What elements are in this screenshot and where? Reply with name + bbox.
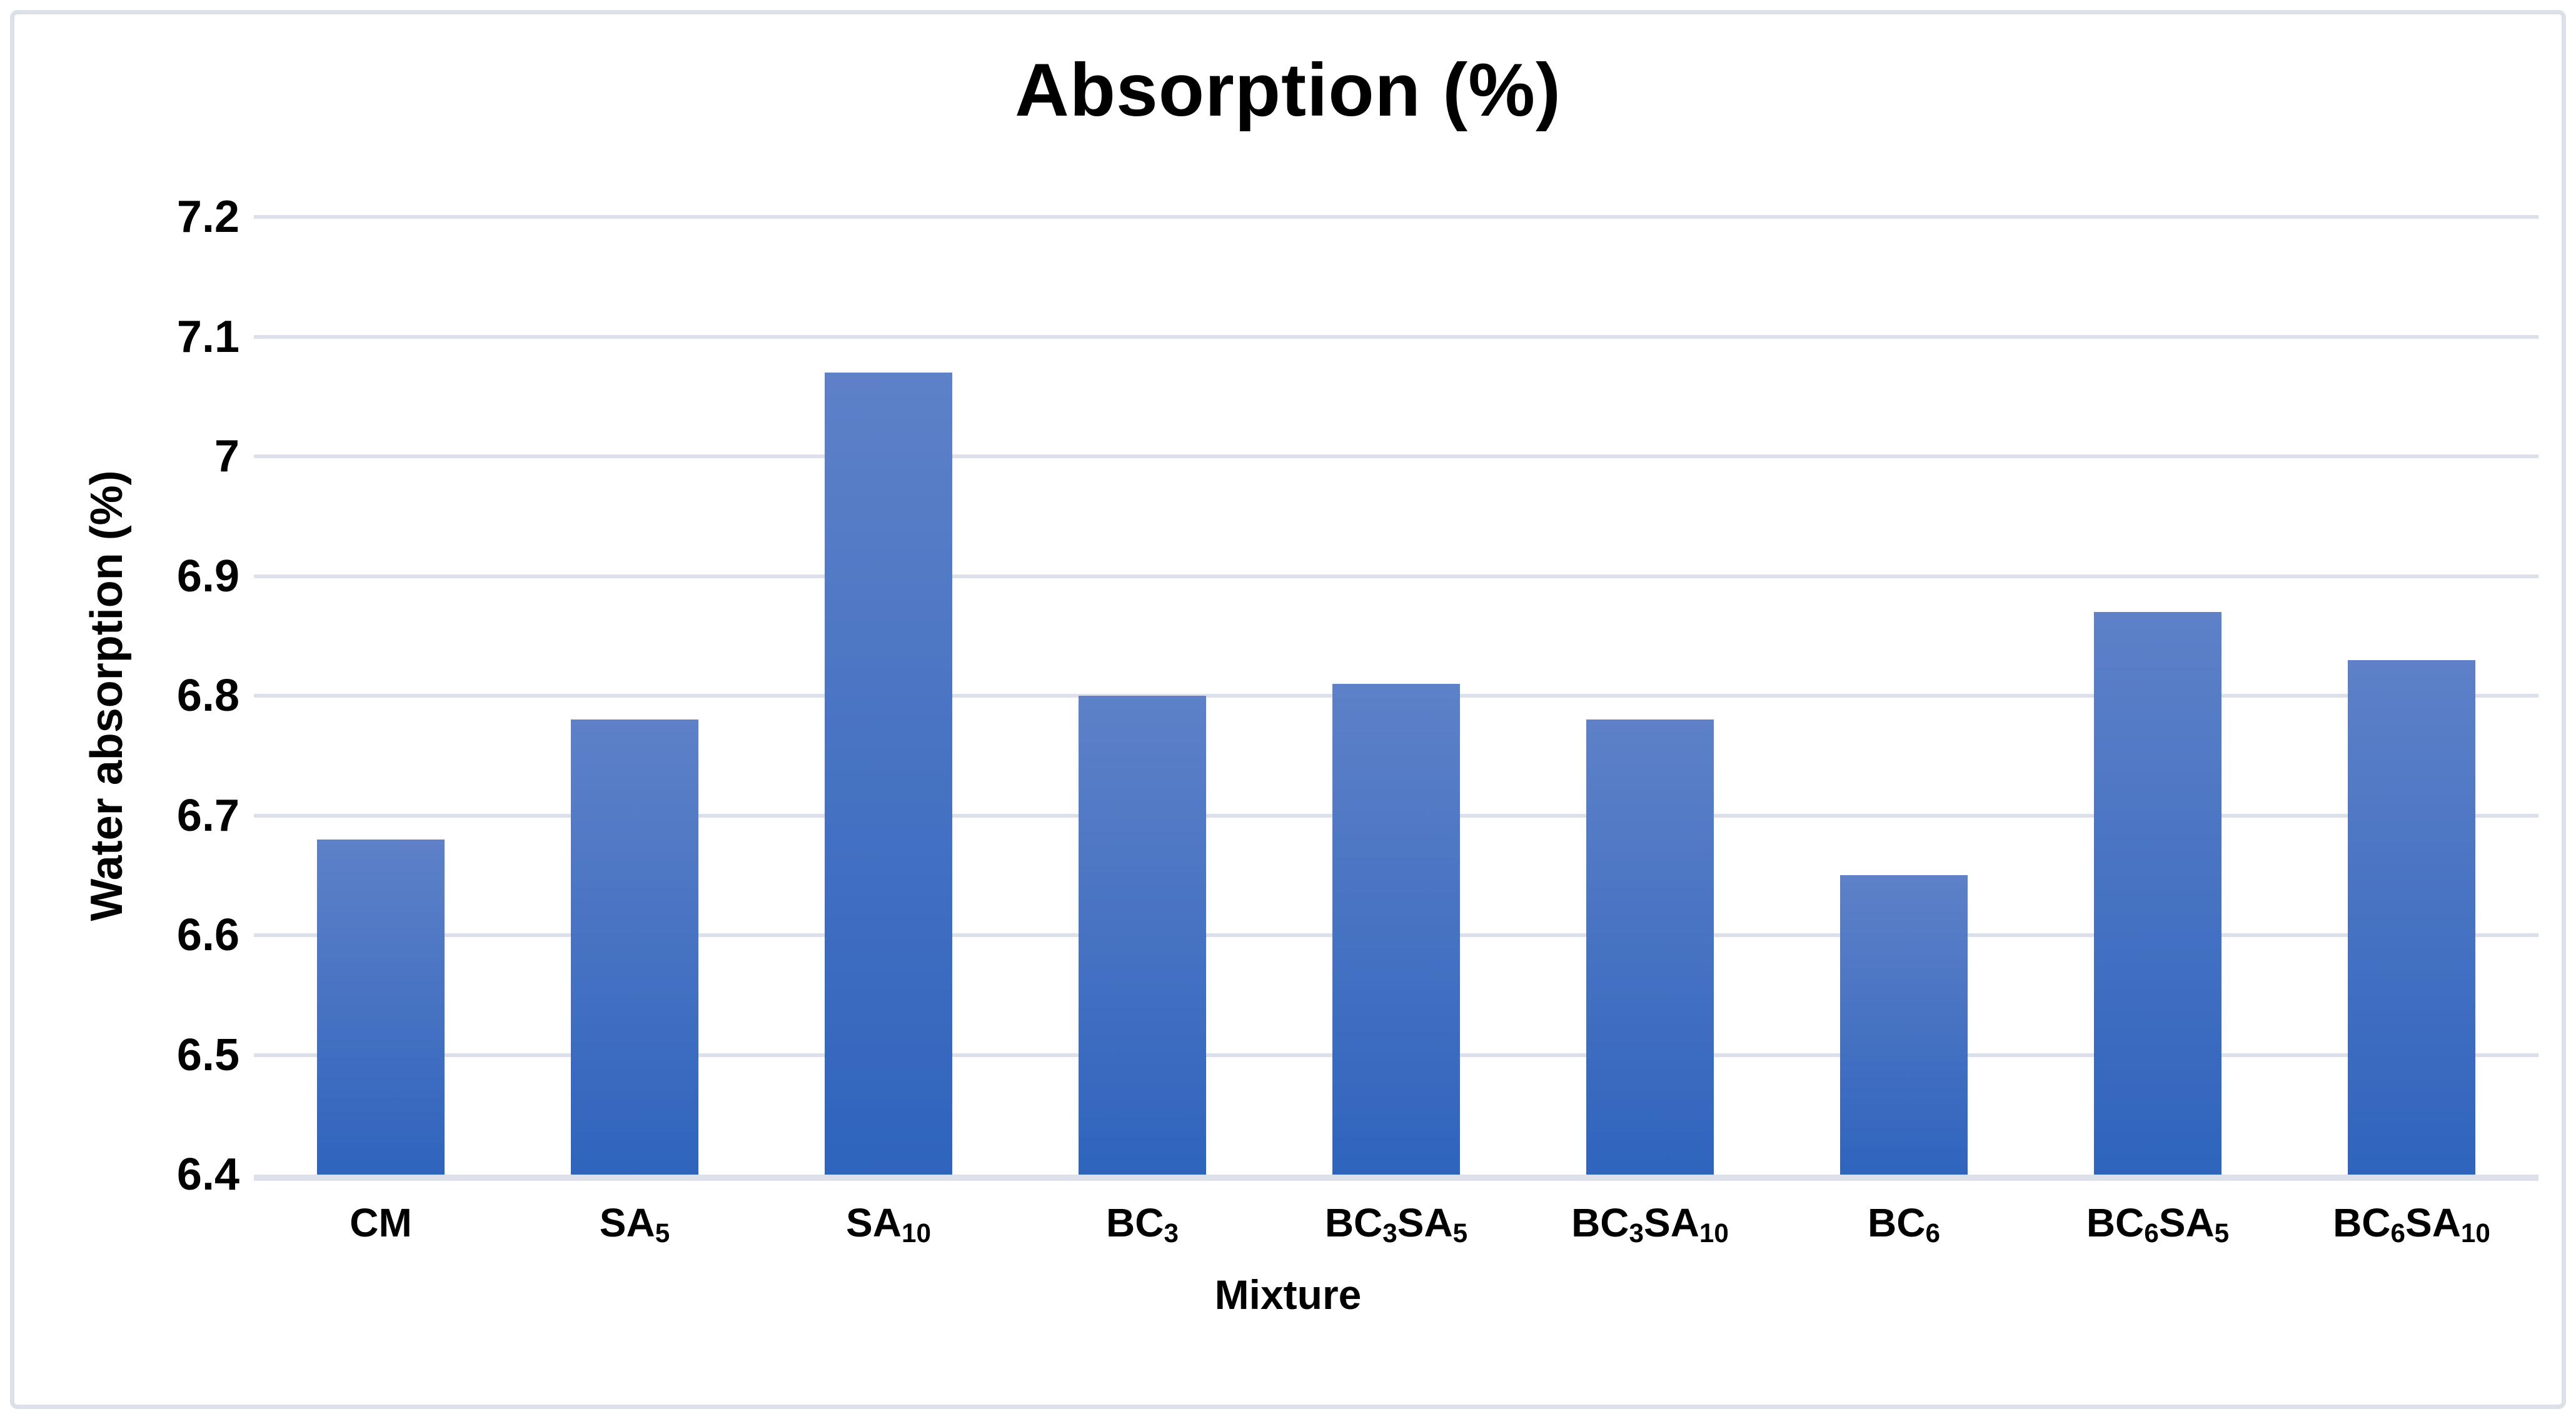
y-tick-label-7.1: 7.1 bbox=[176, 311, 239, 362]
gridline-7 bbox=[254, 454, 2538, 458]
bar-SA5 bbox=[571, 720, 698, 1175]
x-label-subscript: 6 bbox=[2390, 1218, 2406, 1248]
y-tick-label-7.2: 7.2 bbox=[176, 192, 239, 242]
x-label-text: CM bbox=[350, 1200, 412, 1245]
y-tick-label-6.8: 6.8 bbox=[176, 671, 239, 721]
y-tick-label-6.9: 6.9 bbox=[176, 551, 239, 601]
y-tick-label-6.6: 6.6 bbox=[176, 910, 239, 960]
y-tick-label-6.4: 6.4 bbox=[176, 1150, 239, 1200]
bar-BC6 bbox=[1840, 875, 1968, 1175]
x-label-text: SA bbox=[599, 1200, 655, 1245]
x-label-BC3: BC3 bbox=[1015, 1200, 1269, 1262]
x-category-labels: CM SA5 SA10 BC3 BC3SA5 BC3SA10 BC6 BC6SA5 BC6SA1… bbox=[254, 1200, 2538, 1262]
x-label-BC6: BC6 bbox=[1777, 1200, 2031, 1262]
x-label-subscript: 5 bbox=[655, 1218, 670, 1248]
bar-BC3SA10 bbox=[1586, 720, 1714, 1175]
x-label-text: BC bbox=[2086, 1200, 2145, 1245]
plot-area bbox=[254, 215, 2538, 1181]
x-label-CM: CM bbox=[254, 1200, 508, 1262]
x-label-subscript: 5 bbox=[2214, 1218, 2230, 1248]
chart-title: Absorption (%) bbox=[1015, 48, 1561, 132]
bar-CM bbox=[317, 839, 445, 1175]
gridline-7.2 bbox=[254, 215, 2538, 219]
y-tick-label-6.7: 6.7 bbox=[176, 790, 239, 841]
bar-BC6SA5 bbox=[2094, 611, 2221, 1175]
bar-BC3SA5 bbox=[1332, 683, 1460, 1175]
x-label-subscript: 3 bbox=[1164, 1218, 1179, 1248]
gridline-6.9 bbox=[254, 574, 2538, 578]
x-label-SA10: SA10 bbox=[762, 1200, 1015, 1262]
x-label-subscript: 6 bbox=[1925, 1218, 1940, 1248]
y-tick-label-7: 7 bbox=[214, 431, 239, 481]
x-label-text: SA bbox=[1397, 1200, 1453, 1245]
x-label-BC6SA10: BC6SA10 bbox=[2285, 1200, 2538, 1262]
x-label-text: BC bbox=[1868, 1200, 1926, 1245]
x-label-text: SA bbox=[846, 1200, 902, 1245]
x-label-subscript: 10 bbox=[901, 1218, 931, 1248]
x-label-subscript: 3 bbox=[1629, 1218, 1644, 1248]
x-label-text: BC bbox=[2333, 1200, 2391, 1245]
x-label-subscript: 6 bbox=[2144, 1218, 2159, 1248]
gridline-7.1 bbox=[254, 334, 2538, 339]
x-label-subscript: 10 bbox=[1699, 1218, 1729, 1248]
x-label-text: BC bbox=[1106, 1200, 1164, 1245]
y-tick-labels: 7.2 7.1 7 6.9 6.8 6.7 6.6 6.5 6.4 bbox=[14, 14, 239, 1405]
x-label-text: SA bbox=[2405, 1200, 2461, 1245]
chart-figure: Absorption (%) Water absorption (%) 7.2 7… bbox=[10, 10, 2566, 1409]
x-label-subscript: 3 bbox=[1382, 1218, 1397, 1248]
x-label-BC6SA5: BC6SA5 bbox=[2031, 1200, 2285, 1262]
bar-SA10 bbox=[825, 372, 952, 1175]
x-label-BC3SA10: BC3SA10 bbox=[1523, 1200, 1777, 1262]
x-label-SA5: SA5 bbox=[508, 1200, 762, 1262]
x-label-BC3SA5: BC3SA5 bbox=[1269, 1200, 1523, 1262]
x-label-subscript: 10 bbox=[2460, 1218, 2490, 1248]
x-label-text: BC bbox=[1324, 1200, 1383, 1245]
x-axis-baseline bbox=[254, 1175, 2538, 1181]
x-label-text: SA bbox=[1644, 1200, 1699, 1245]
x-label-text: SA bbox=[2158, 1200, 2215, 1245]
x-label-text: BC bbox=[1571, 1200, 1629, 1245]
y-tick-label-6.5: 6.5 bbox=[176, 1030, 239, 1080]
x-axis-title: Mixture bbox=[1214, 1271, 1362, 1318]
bar-BC3 bbox=[1079, 696, 1206, 1175]
bar-BC6SA10 bbox=[2348, 659, 2475, 1175]
x-label-subscript: 5 bbox=[1452, 1218, 1468, 1248]
